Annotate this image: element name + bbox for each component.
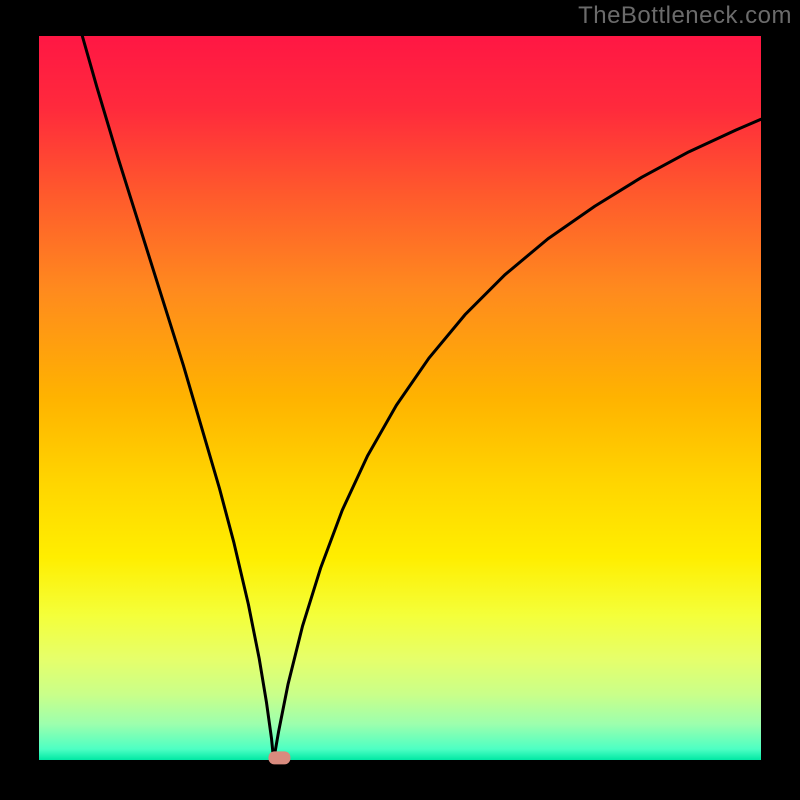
- chart-container: TheBottleneck.com: [0, 0, 800, 800]
- watermark-text: TheBottleneck.com: [578, 2, 792, 30]
- bottleneck-chart: [0, 0, 800, 800]
- vertex-marker: [268, 751, 290, 764]
